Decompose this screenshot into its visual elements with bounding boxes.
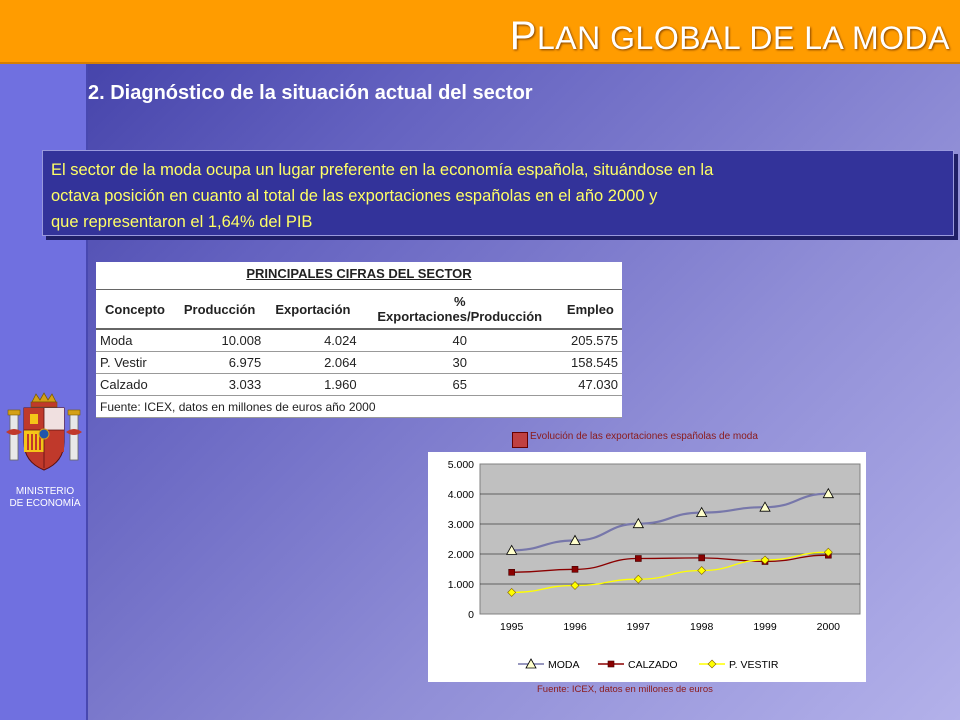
exports-chart-panel: 0 1.000 2.000 3.000 4.000 5.000 1995 1996 1997 19… xyxy=(428,452,866,682)
sidebar-divider xyxy=(86,0,88,720)
sector-figures-table: PRINCIPALES CIFRAS DEL SECTOR Concepto P… xyxy=(96,262,622,418)
series-line-calzado xyxy=(511,554,829,573)
column-header-produccion: Producción xyxy=(173,289,266,330)
x-tick-label: 2000 xyxy=(817,621,841,633)
row-employment: 47.030 xyxy=(558,373,622,396)
column-header-ratio: % Exportaciones/Producción xyxy=(360,289,559,330)
table-row: Calzado 3.033 1.960 65 47.030 xyxy=(96,373,622,396)
page-title-rest: LAN GLOBAL DE LA MODA xyxy=(536,20,950,56)
legend-marker xyxy=(607,660,615,668)
chart-source: Fuente: ICEX, datos en millones de euros xyxy=(537,684,713,695)
data-point xyxy=(508,569,515,576)
data-point xyxy=(505,544,518,555)
column-header-ratio-symbol: % xyxy=(453,294,466,309)
row-concept: Calzado xyxy=(96,373,174,396)
data-point xyxy=(635,555,642,562)
x-tick-label: 1995 xyxy=(500,621,524,633)
row-concept: Moda xyxy=(96,329,174,352)
x-tick-label: 1998 xyxy=(690,621,714,633)
table-row: Moda 10.008 4.024 40 205.575 xyxy=(96,329,622,352)
y-tick-label: 2.000 xyxy=(448,549,474,561)
column-header-empleo: Empleo xyxy=(558,289,622,330)
row-ratio: 40 xyxy=(360,329,559,352)
data-point xyxy=(571,566,579,573)
column-header-concepto: Concepto xyxy=(96,289,174,330)
data-point xyxy=(570,581,580,590)
y-tick-label: 0 xyxy=(468,609,474,621)
row-ratio: 30 xyxy=(360,351,559,374)
data-point xyxy=(507,587,517,597)
ministry-label-line-1: MINISTERIO xyxy=(15,486,75,497)
exports-line-chart: 0 1.000 2.000 3.000 4.000 5.000 1995 1996 1997 19… xyxy=(448,459,861,671)
data-point xyxy=(695,506,708,517)
info-line-3: que representaron el 1,64% del PIB xyxy=(51,213,313,231)
series-line-p-vestir xyxy=(511,551,829,594)
table-title: PRINCIPALES CIFRAS DEL SECTOR xyxy=(246,266,472,281)
data-point xyxy=(759,501,771,512)
plot-area xyxy=(479,463,861,615)
y-tick-label: 3.000 xyxy=(448,519,474,531)
row-concept: P. Vestir xyxy=(96,351,174,374)
series-line-moda xyxy=(511,492,829,552)
row-export: 4.024 xyxy=(265,329,361,352)
row-production: 3.033 xyxy=(173,373,266,396)
column-header-ratio-label: Exportaciones/Producción xyxy=(377,309,543,324)
chart-caption-marker xyxy=(512,432,528,448)
table-row: P. Vestir 6.975 2.064 30 158.545 xyxy=(96,351,622,374)
data-point xyxy=(760,555,770,565)
left-sidebar-band xyxy=(0,0,86,720)
coat-of-arms-icon xyxy=(6,392,82,471)
info-line-2: octava posición en cuanto al total de la… xyxy=(51,187,658,205)
y-tick-label: 5.000 xyxy=(448,459,474,471)
chart-caption: Evolución de las exportaciones españolas… xyxy=(530,431,758,442)
row-employment: 205.575 xyxy=(558,329,622,352)
row-employment: 158.545 xyxy=(558,351,622,374)
row-export: 1.960 xyxy=(265,373,361,396)
title-bar: PLAN GLOBAL DE LA MODA xyxy=(0,0,960,64)
row-ratio: 65 xyxy=(360,373,559,396)
legend-label: P. VESTIR xyxy=(729,659,779,671)
row-production: 10.008 xyxy=(173,329,266,352)
page-title: PLAN GLOBAL DE LA MODA xyxy=(510,14,950,59)
data-point xyxy=(633,574,643,584)
x-tick-label: 1999 xyxy=(753,621,777,633)
info-line-1: El sector de la moda ocupa un lugar pref… xyxy=(51,161,714,179)
page-title-initial: P xyxy=(509,14,537,58)
data-point xyxy=(632,517,645,529)
y-tick-label: 1.000 xyxy=(448,579,474,591)
table-source: Fuente: ICEX, datos en millones de euros… xyxy=(96,395,622,418)
data-point xyxy=(569,534,581,545)
data-point xyxy=(697,566,707,575)
y-tick-label: 4.000 xyxy=(448,489,474,501)
info-box: El sector de la moda ocupa un lugar pref… xyxy=(42,150,954,236)
row-export: 2.064 xyxy=(265,351,361,374)
legend-label: CALZADO xyxy=(628,659,678,671)
x-tick-label: 1996 xyxy=(563,621,587,633)
row-production: 6.975 xyxy=(173,351,266,374)
legend-marker xyxy=(707,659,717,669)
column-header-exportacion: Exportación xyxy=(265,289,361,330)
ministry-label-line-2: DE ECONOMÍA xyxy=(9,498,81,509)
legend-label: MODA xyxy=(548,659,580,671)
data-point xyxy=(698,554,705,562)
ministry-label: MINISTERIO DE ECONOMÍA xyxy=(0,486,90,510)
data-point xyxy=(823,547,833,557)
legend-marker xyxy=(525,658,537,669)
section-heading: 2. Diagnóstico de la situación actual de… xyxy=(88,82,533,104)
x-tick-label: 1997 xyxy=(627,621,651,633)
data-point xyxy=(822,487,835,499)
